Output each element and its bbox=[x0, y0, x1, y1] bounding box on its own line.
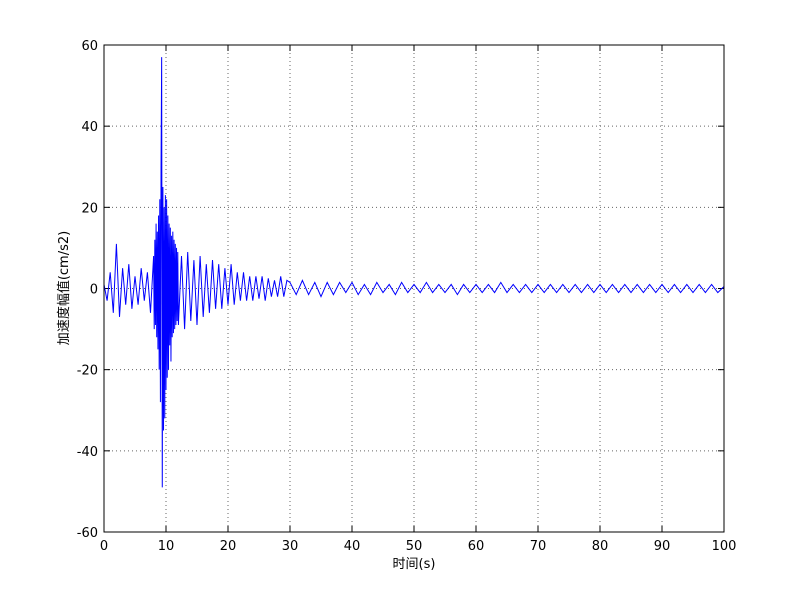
x-tick-label: 60 bbox=[468, 539, 485, 554]
y-tick-label: 0 bbox=[90, 283, 98, 298]
x-tick-label: 80 bbox=[592, 539, 609, 554]
y-axis-label: 加速度幅值(cm/s2) bbox=[56, 231, 72, 345]
x-tick-label: 90 bbox=[654, 539, 671, 554]
x-tick-label: 40 bbox=[344, 539, 361, 554]
x-tick-label: 0 bbox=[100, 539, 108, 554]
y-tick-label: 20 bbox=[81, 201, 98, 216]
x-tick-label: 30 bbox=[282, 539, 299, 554]
y-tick-label: -40 bbox=[77, 445, 98, 460]
y-tick-label: 60 bbox=[81, 39, 98, 54]
x-axis-label: 时间(s) bbox=[393, 557, 436, 572]
signal-line bbox=[103, 57, 725, 488]
y-tick-label: -60 bbox=[77, 526, 98, 541]
x-tick-label: 70 bbox=[530, 539, 547, 554]
y-tick-label: -20 bbox=[77, 364, 98, 379]
axes-box bbox=[103, 44, 725, 533]
x-tick-label: 20 bbox=[220, 539, 237, 554]
x-tick-label: 10 bbox=[158, 539, 175, 554]
x-tick-label: 100 bbox=[712, 539, 737, 554]
y-tick-label: 40 bbox=[81, 120, 98, 135]
x-tick-label: 50 bbox=[406, 539, 423, 554]
